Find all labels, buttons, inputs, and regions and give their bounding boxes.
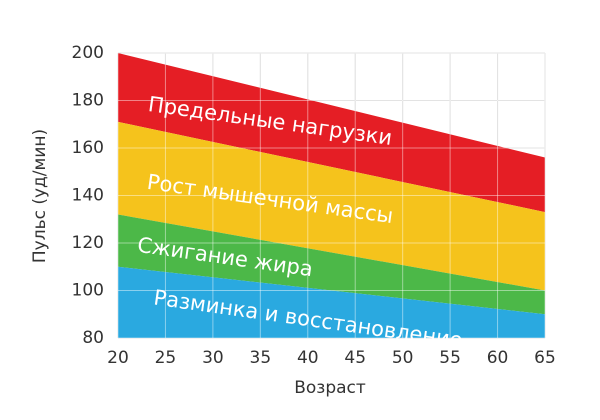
x-tick-label: 65 [534,348,556,368]
x-tick-label: 20 [107,348,129,368]
area [118,214,545,315]
y-tick-label: 100 [72,281,104,301]
area [118,121,545,291]
x-tick-label: 55 [439,348,461,368]
area [118,266,545,338]
y-tick-label: 80 [82,328,104,348]
y-tick-label: 120 [72,233,104,253]
x-tick-label: 45 [344,348,366,368]
x-tick-label: 40 [297,348,319,368]
y-axis-label: Пульс (уд/мин) [30,129,50,263]
x-tick-label: 35 [250,348,272,368]
x-axis-label: Возраст [294,378,366,398]
y-tick-label: 140 [72,186,104,206]
y-tick-label: 160 [72,138,104,158]
x-tick-label: 50 [392,348,414,368]
y-tick-label: 200 [72,43,104,63]
y-tick-label: 180 [72,91,104,111]
x-tick-label: 60 [487,348,509,368]
x-tick-label: 30 [202,348,224,368]
x-tick-label: 25 [155,348,177,368]
area [118,53,545,213]
